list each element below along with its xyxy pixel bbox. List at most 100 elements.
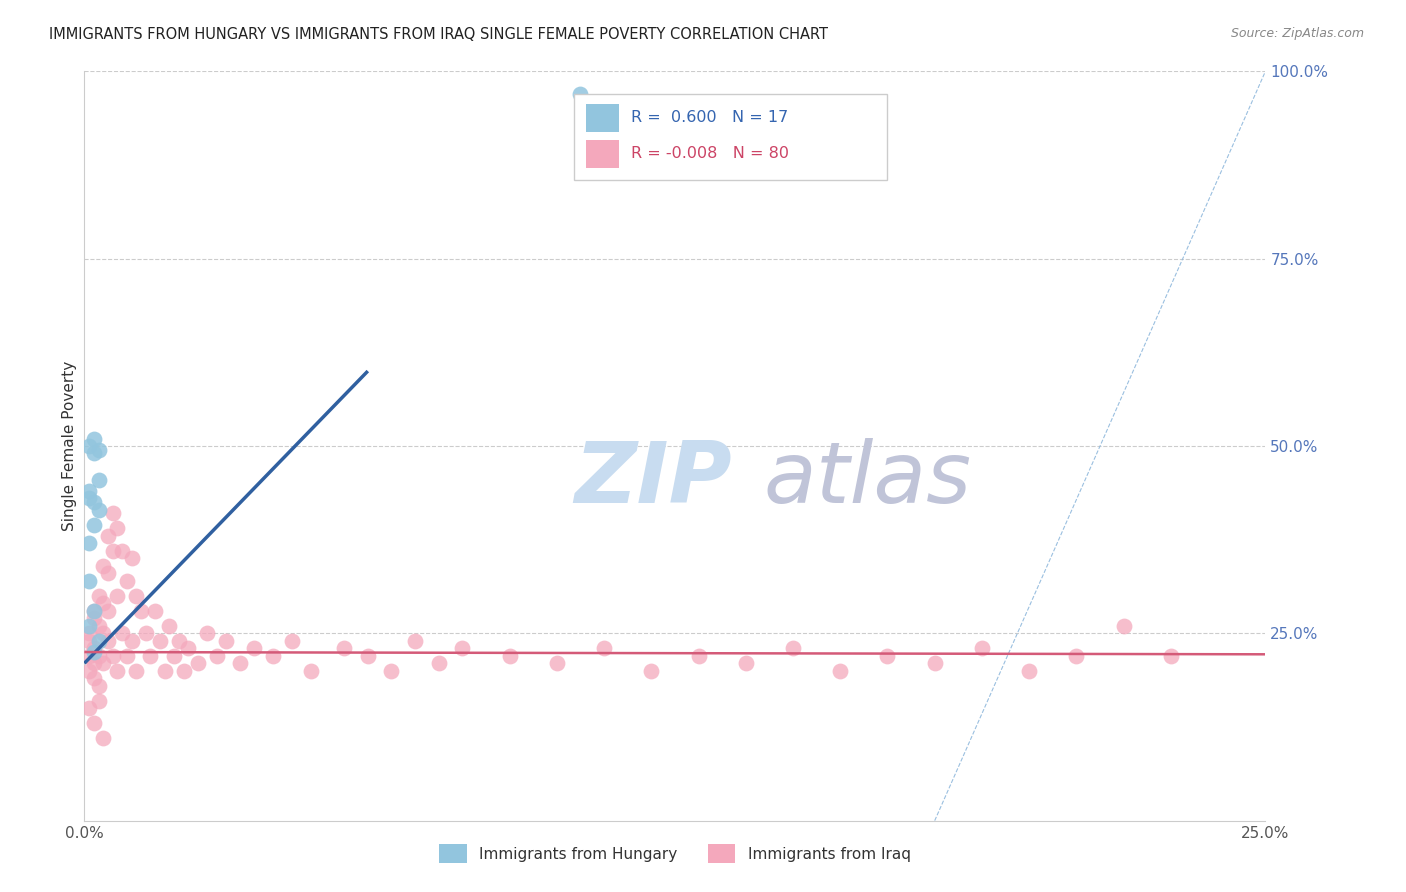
Point: [1066, 648, 1088, 663]
Y-axis label: Single Female Poverty: Single Female Poverty: [62, 361, 77, 531]
Point: [404, 633, 426, 648]
Point: [143, 604, 166, 618]
Point: [1018, 664, 1040, 678]
FancyBboxPatch shape: [586, 103, 620, 132]
Point: [111, 626, 134, 640]
Point: [97, 604, 120, 618]
Point: [107, 521, 129, 535]
Point: [87, 473, 110, 487]
Point: [135, 626, 157, 640]
Point: [87, 589, 110, 603]
Point: [427, 657, 450, 671]
Point: [830, 664, 852, 678]
Point: [107, 664, 129, 678]
Point: [83, 604, 105, 618]
Point: [87, 679, 110, 693]
Point: [125, 589, 148, 603]
Point: [77, 648, 100, 663]
Point: [163, 648, 186, 663]
Point: [125, 664, 148, 678]
Text: R =  0.600   N = 17: R = 0.600 N = 17: [631, 111, 789, 125]
Point: [498, 648, 520, 663]
Point: [77, 439, 100, 453]
Point: [83, 517, 105, 532]
Point: [97, 529, 120, 543]
Point: [83, 604, 105, 618]
Point: [111, 544, 134, 558]
Point: [734, 657, 756, 671]
Point: [77, 574, 100, 588]
Point: [97, 566, 120, 581]
Point: [83, 495, 105, 509]
Point: [83, 716, 105, 731]
Point: [83, 657, 105, 671]
Point: [87, 442, 110, 457]
Point: [87, 619, 110, 633]
Point: [333, 641, 356, 656]
Point: [83, 432, 105, 446]
Point: [187, 657, 209, 671]
Point: [569, 87, 592, 101]
Legend: Immigrants from Hungary, Immigrants from Iraq: Immigrants from Hungary, Immigrants from…: [433, 838, 917, 869]
Point: [83, 641, 105, 656]
Point: [83, 611, 105, 625]
Point: [87, 694, 110, 708]
Point: [546, 657, 568, 671]
Point: [688, 648, 710, 663]
Point: [357, 648, 380, 663]
Point: [451, 641, 474, 656]
Point: [87, 648, 110, 663]
Point: [299, 664, 322, 678]
Point: [129, 604, 152, 618]
Point: [77, 626, 100, 640]
Point: [121, 633, 143, 648]
Point: [91, 558, 114, 573]
Point: [101, 648, 124, 663]
Point: [157, 619, 180, 633]
Point: [91, 626, 114, 640]
Point: [77, 701, 100, 715]
Point: [262, 648, 284, 663]
Point: [91, 596, 114, 610]
Point: [1160, 648, 1182, 663]
Point: [87, 633, 110, 648]
Point: [101, 544, 124, 558]
Point: [83, 446, 105, 460]
Point: [1112, 619, 1135, 633]
Point: [77, 633, 100, 648]
Point: [205, 648, 228, 663]
Point: [115, 574, 138, 588]
Point: [167, 633, 190, 648]
FancyBboxPatch shape: [586, 139, 620, 168]
Point: [215, 633, 238, 648]
Point: [101, 507, 124, 521]
Point: [77, 483, 100, 498]
Point: [173, 664, 195, 678]
Point: [195, 626, 218, 640]
Point: [91, 657, 114, 671]
Point: [87, 502, 110, 516]
Point: [970, 641, 993, 656]
Point: [91, 731, 114, 746]
Text: Source: ZipAtlas.com: Source: ZipAtlas.com: [1230, 27, 1364, 40]
Point: [77, 664, 100, 678]
Point: [83, 671, 105, 685]
Point: [876, 648, 898, 663]
Point: [115, 648, 138, 663]
Point: [77, 619, 100, 633]
Text: R = -0.008   N = 80: R = -0.008 N = 80: [631, 146, 789, 161]
Point: [281, 633, 304, 648]
Point: [139, 648, 162, 663]
Point: [177, 641, 200, 656]
Text: atlas: atlas: [763, 438, 972, 521]
Point: [640, 664, 662, 678]
Point: [107, 589, 129, 603]
Text: IMMIGRANTS FROM HUNGARY VS IMMIGRANTS FROM IRAQ SINGLE FEMALE POVERTY CORRELATIO: IMMIGRANTS FROM HUNGARY VS IMMIGRANTS FR…: [49, 27, 828, 42]
Point: [924, 657, 946, 671]
Point: [149, 633, 172, 648]
FancyBboxPatch shape: [575, 94, 887, 180]
Text: ZIP: ZIP: [575, 438, 733, 521]
Point: [77, 491, 100, 506]
Point: [97, 633, 120, 648]
Point: [153, 664, 176, 678]
